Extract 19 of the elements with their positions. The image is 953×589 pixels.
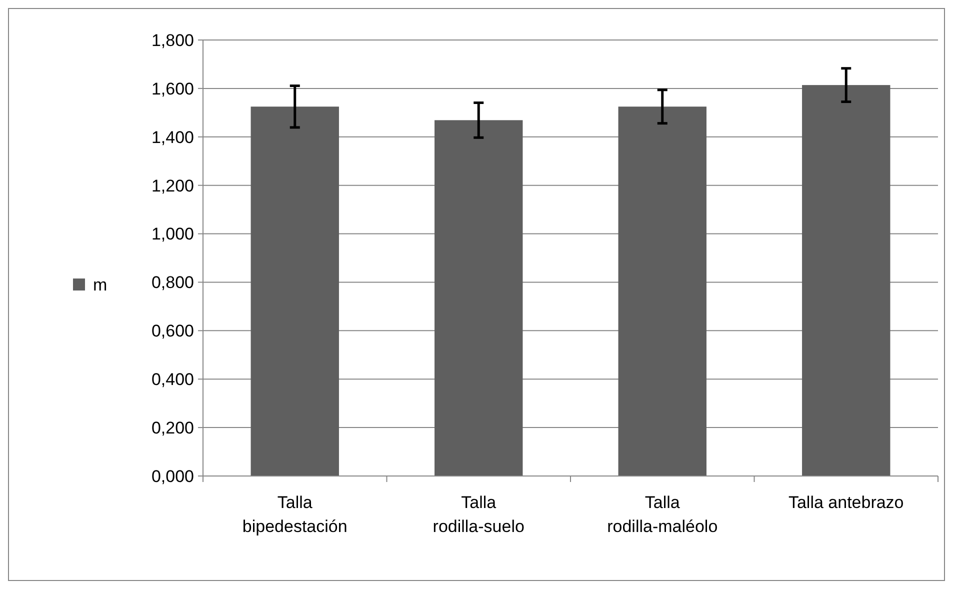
y-tick-label: 1,400 [151, 128, 194, 147]
bar [802, 85, 890, 476]
y-tick-label: 1,800 [151, 30, 194, 50]
y-tick-label: 0,200 [151, 418, 194, 438]
bar [250, 106, 339, 476]
y-tick-label: 1,600 [151, 79, 194, 98]
bar [434, 120, 523, 476]
y-tick-label: 0,800 [151, 273, 194, 292]
y-tick-label: 0,400 [151, 370, 194, 390]
bar [618, 106, 706, 476]
y-tick-label: 0,000 [151, 466, 194, 486]
x-tick-label: Talla rodilla-suelo [432, 493, 524, 536]
y-tick-label: 1,200 [151, 176, 194, 196]
x-tick-label: Talla rodilla-maléolo [607, 493, 718, 536]
x-tick-label: Talla bipedestación [242, 493, 348, 536]
legend-label: m [93, 275, 108, 294]
y-tick-label: 1,000 [151, 224, 194, 244]
y-tick-label: 0,600 [151, 322, 194, 341]
x-tick-label: Talla antebrazo [788, 493, 904, 512]
